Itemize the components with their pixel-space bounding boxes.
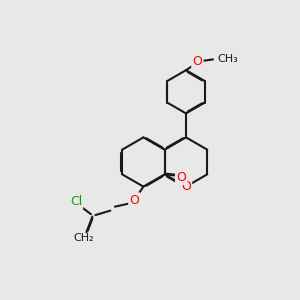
- Text: O: O: [176, 171, 186, 184]
- Text: O: O: [181, 180, 191, 193]
- Text: O: O: [130, 194, 139, 207]
- Text: CH₂: CH₂: [73, 232, 94, 243]
- Text: CH₃: CH₃: [218, 54, 238, 64]
- Text: Cl: Cl: [70, 195, 82, 208]
- Text: O: O: [193, 55, 202, 68]
